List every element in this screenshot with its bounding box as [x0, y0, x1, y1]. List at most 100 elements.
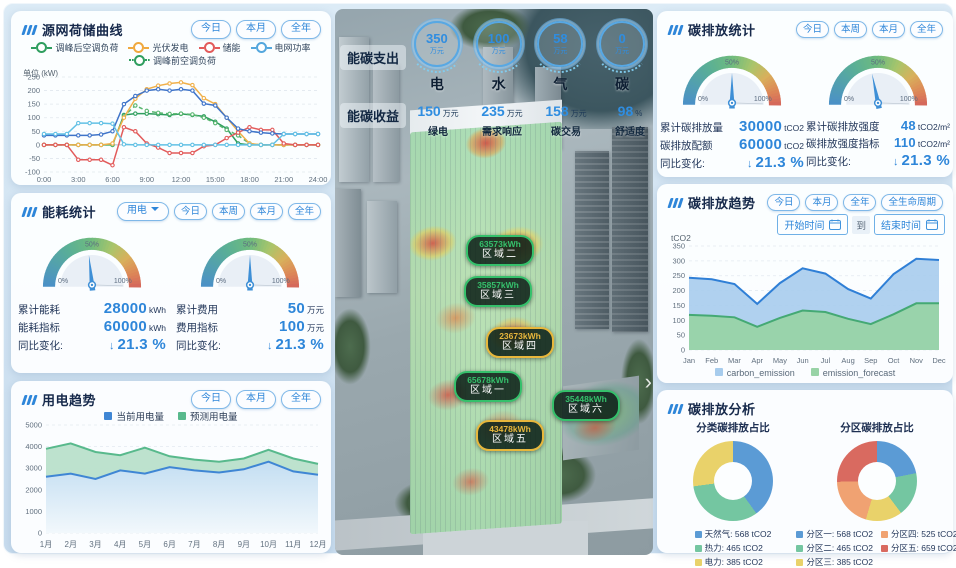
usage-range-today-button[interactable]: 今日 — [191, 390, 231, 409]
svg-text:5000: 5000 — [25, 421, 42, 430]
svg-text:Aug: Aug — [841, 356, 854, 365]
svg-text:50%: 50% — [725, 60, 739, 67]
svg-text:Feb: Feb — [705, 356, 718, 365]
category-donut-title: 分类碳排放占比 — [696, 420, 770, 435]
curve-range-today-button[interactable]: 今日 — [191, 20, 231, 39]
svg-text:0%: 0% — [844, 96, 854, 103]
panel-source-grid-load-storage: 源网荷储曲线 今日 本月 全年 调峰后空调负荷光伏发电储能电网功率 调峰前空调负… — [11, 11, 331, 185]
start-time-picker[interactable]: 开始时间 — [777, 214, 848, 235]
svg-text:3:00: 3:00 — [71, 175, 86, 184]
down-arrow-icon: ↓ — [267, 340, 273, 352]
cstats-range-year-button[interactable]: 全年 — [910, 21, 943, 39]
carbon-stats-title: 碳排放统计 — [688, 20, 756, 39]
svg-text:10月: 10月 — [260, 540, 277, 549]
svg-text:15:00: 15:00 — [206, 175, 225, 184]
energy-type-dropdown[interactable]: 用电 — [117, 202, 169, 221]
city-building — [335, 189, 361, 297]
curve-legend-item: 调峰后空调负荷 — [31, 41, 118, 54]
svg-text:100%: 100% — [754, 96, 772, 103]
svg-text:150: 150 — [27, 100, 40, 109]
donut-legend-item: 分区二: 465 tCO2 — [796, 542, 873, 554]
donut-legend-item: 分区四: 525 tCO2 — [881, 528, 956, 540]
svg-text:100: 100 — [672, 316, 685, 325]
panel-bars-icon — [23, 395, 36, 405]
end-time-picker[interactable]: 结束时间 — [874, 214, 945, 235]
down-arrow-icon: ↓ — [747, 158, 753, 170]
stat-label: 能耗指标 — [18, 320, 60, 335]
energy-cost-gauge: 0%50%100% — [192, 227, 308, 303]
svg-text:Jan: Jan — [683, 356, 695, 365]
svg-text:50%: 50% — [85, 242, 99, 249]
stat-label: 费用指标 — [176, 320, 218, 335]
curve-legend-item: 光伏发电 — [128, 41, 188, 54]
energy-range-month-button[interactable]: 本月 — [250, 203, 283, 221]
cstats-range-today-button[interactable]: 今日 — [796, 21, 829, 39]
usage-range-year-button[interactable]: 全年 — [281, 390, 321, 409]
chevron-right-icon[interactable]: › — [645, 371, 652, 393]
svg-text:Oct: Oct — [888, 356, 901, 365]
ctrend-range-lifecycle-button[interactable]: 全生命周期 — [881, 194, 943, 212]
curve-range-year-button[interactable]: 全年 — [281, 20, 321, 39]
svg-text:200: 200 — [672, 286, 685, 295]
usage-panel-title: 用电趋势 — [42, 390, 96, 409]
curve-legend-item: 储能 — [199, 41, 241, 54]
carbon-intensity-gauge: 0%50%100% — [820, 45, 936, 121]
stat-unit: 万元 — [307, 304, 324, 316]
curve-range-month-button[interactable]: 本月 — [236, 20, 276, 39]
donut-legend-item: 热力: 465 tCO2 — [695, 542, 772, 554]
svg-text:250: 250 — [27, 73, 40, 82]
energy-range-week-button[interactable]: 本周 — [212, 203, 245, 221]
usage-range-month-button[interactable]: 本月 — [236, 390, 276, 409]
chevron-down-icon — [151, 207, 159, 215]
svg-text:100%: 100% — [900, 96, 918, 103]
stat-label: 累计碳排放量 — [660, 120, 723, 135]
svg-text:-50: -50 — [29, 154, 40, 163]
trees — [335, 304, 373, 389]
energy-range-year-button[interactable]: 全年 — [288, 203, 321, 221]
svg-text:50%: 50% — [243, 242, 257, 249]
svg-text:21:00: 21:00 — [274, 175, 293, 184]
svg-text:18:00: 18:00 — [240, 175, 259, 184]
ctrend-range-today-button[interactable]: 今日 — [767, 194, 800, 212]
stat-label: 碳排放配额 — [660, 138, 713, 153]
cstats-range-week-button[interactable]: 本周 — [834, 21, 867, 39]
ctrend-range-month-button[interactable]: 本月 — [805, 194, 838, 212]
curve-legend-item: 调峰前空调负荷 — [129, 54, 216, 67]
svg-text:4月: 4月 — [114, 540, 126, 549]
emission-legend-item: emission_forecast — [811, 368, 896, 378]
stat-unit: kWh — [149, 305, 166, 315]
expense-name: 气 — [553, 74, 567, 94]
stat-unit: 万元 — [307, 322, 324, 334]
cstats-range-month-button[interactable]: 本月 — [872, 21, 905, 39]
donut-legend-item: 分区五: 659 tCO2 — [881, 542, 956, 554]
svg-text:0:00: 0:00 — [37, 175, 52, 184]
ctrend-range-year-button[interactable]: 全年 — [843, 194, 876, 212]
donut-legend-item: 电力: 385 tCO2 — [695, 556, 772, 568]
energy-range-today-button[interactable]: 今日 — [174, 203, 207, 221]
svg-text:7月: 7月 — [188, 540, 200, 549]
yoy-value: 21.3 % — [118, 336, 167, 353]
svg-text:6月: 6月 — [163, 540, 175, 549]
svg-text:2000: 2000 — [25, 485, 42, 494]
dashboard-background: 源网荷储曲线 今日 本月 全年 调峰后空调负荷光伏发电储能电网功率 调峰前空调负… — [3, 3, 953, 554]
svg-text:Apr: Apr — [751, 356, 763, 365]
yoy-label: 同比变化: — [660, 156, 705, 171]
